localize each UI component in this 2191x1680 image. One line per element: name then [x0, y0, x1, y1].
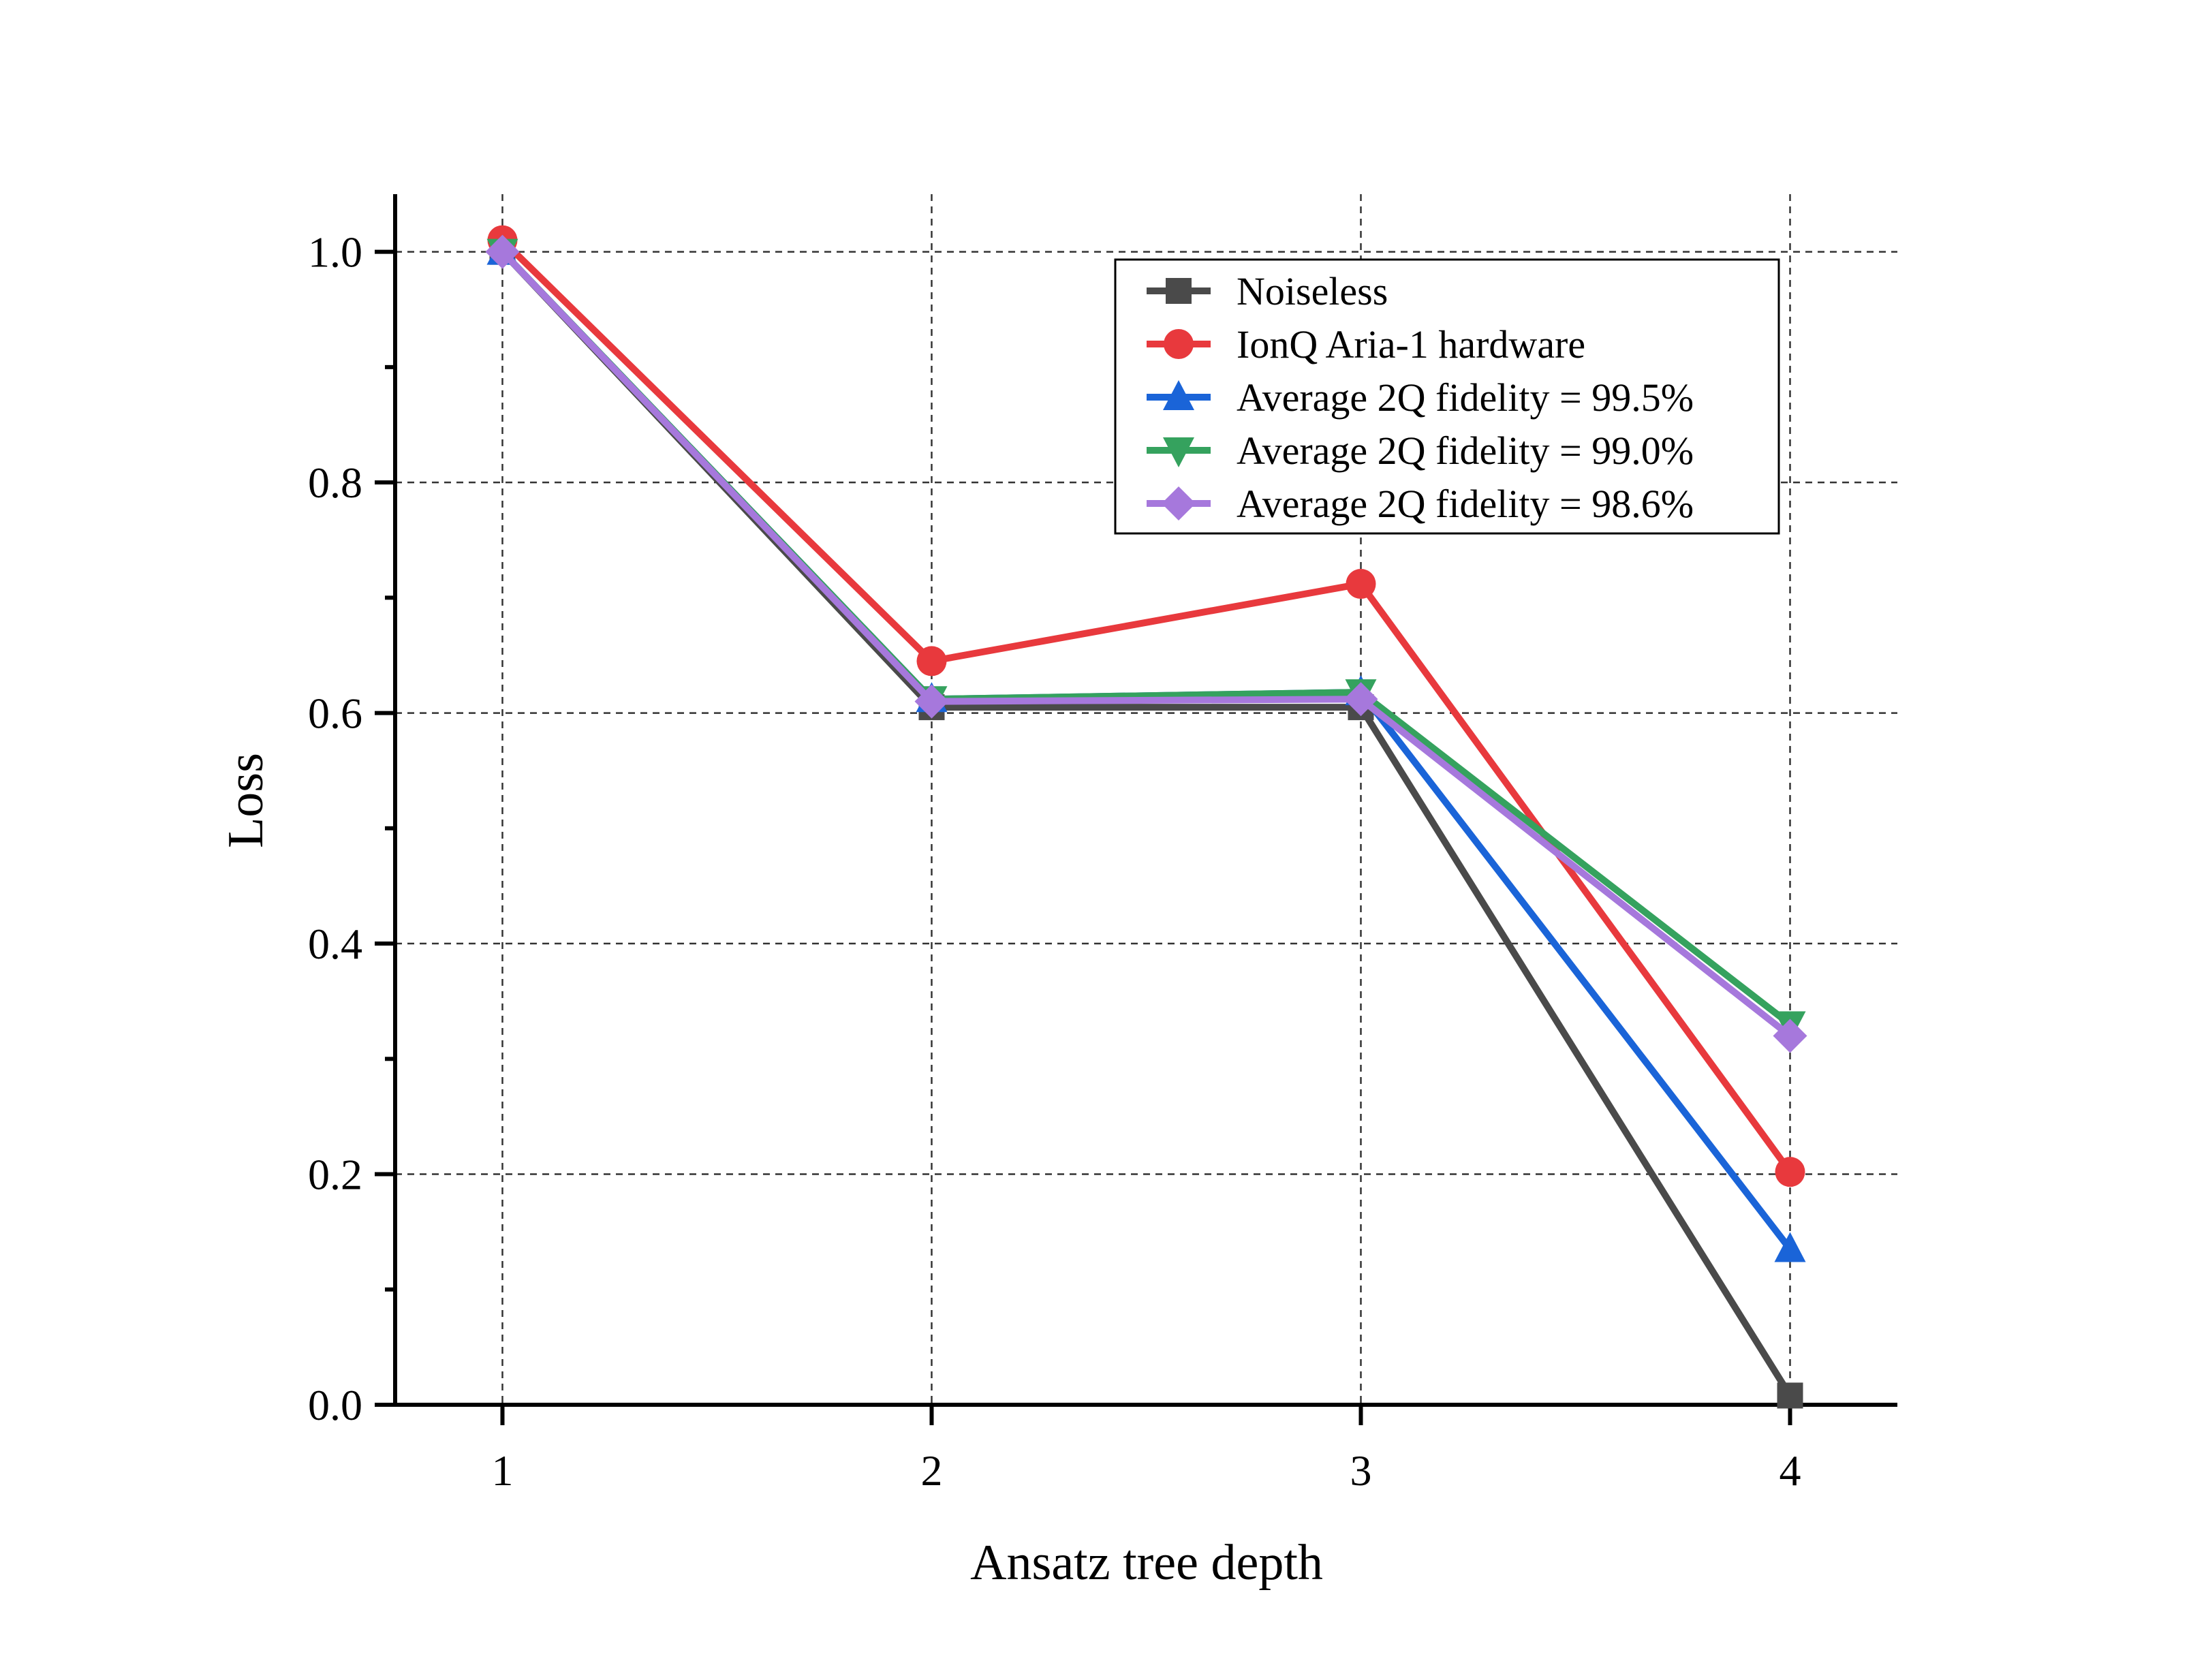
x-tick-label: 3 — [1350, 1446, 1372, 1495]
x-tick-label: 1 — [492, 1446, 514, 1495]
data-point — [1343, 682, 1378, 717]
data-point — [1777, 1382, 1803, 1409]
legend-marker — [1163, 380, 1194, 410]
data-point — [916, 646, 947, 676]
legend-label: Average 2Q fidelity = 99.0% — [1237, 429, 1694, 473]
legend-marker — [1162, 486, 1196, 520]
legend-label: IonQ Aria-1 hardware — [1237, 322, 1585, 367]
legend-entry: Average 2Q fidelity = 99.5% — [1147, 375, 1694, 420]
legend-label: Average 2Q fidelity = 99.5% — [1237, 375, 1694, 420]
data-point — [914, 684, 949, 719]
legend-label: Average 2Q fidelity = 98.6% — [1237, 482, 1694, 526]
data-point — [1346, 569, 1376, 600]
legend: Noiseless IonQ Aria-1 hardware Average 2Q … — [1114, 258, 1780, 535]
legend-marker — [1164, 329, 1194, 359]
y-tick-label: 0.4 — [308, 920, 362, 968]
x-axis-title: Ansatz tree depth — [970, 1535, 1323, 1591]
legend-entry: IonQ Aria-1 hardware — [1147, 322, 1585, 367]
legend-marker — [1163, 437, 1194, 467]
y-tick-label: 0.0 — [308, 1381, 362, 1429]
legend-marker — [1166, 278, 1192, 304]
data-point — [1774, 1232, 1806, 1262]
data-point — [485, 234, 520, 269]
axes: Ansatz tree depth Loss 0.0 0.2 0.4 0.6 0.8 1.… — [218, 194, 1897, 1591]
x-tick-label: 4 — [1780, 1446, 1801, 1495]
series — [485, 225, 1807, 1409]
series-line — [499, 238, 1793, 1175]
x-tick-label: 2 — [921, 1446, 943, 1495]
data-point — [1775, 1157, 1805, 1187]
y-tick-label: 0.6 — [308, 689, 362, 738]
legend-entry: Average 2Q fidelity = 98.6% — [1147, 482, 1694, 526]
series-line — [499, 249, 1792, 1039]
legend-entry: Average 2Q fidelity = 99.0% — [1147, 429, 1694, 473]
legend-entry: Noiseless — [1147, 269, 1388, 313]
series-5 — [485, 234, 1807, 1053]
y-tick-label: 0.2 — [308, 1151, 362, 1199]
y-axis-title: Loss — [218, 753, 274, 848]
y-tick-label: 1.0 — [308, 228, 362, 277]
y-tick-label: 0.8 — [308, 458, 362, 507]
data-point — [1773, 1018, 1807, 1053]
legend-label: Noiseless — [1237, 269, 1388, 313]
legend-box — [1114, 258, 1780, 535]
